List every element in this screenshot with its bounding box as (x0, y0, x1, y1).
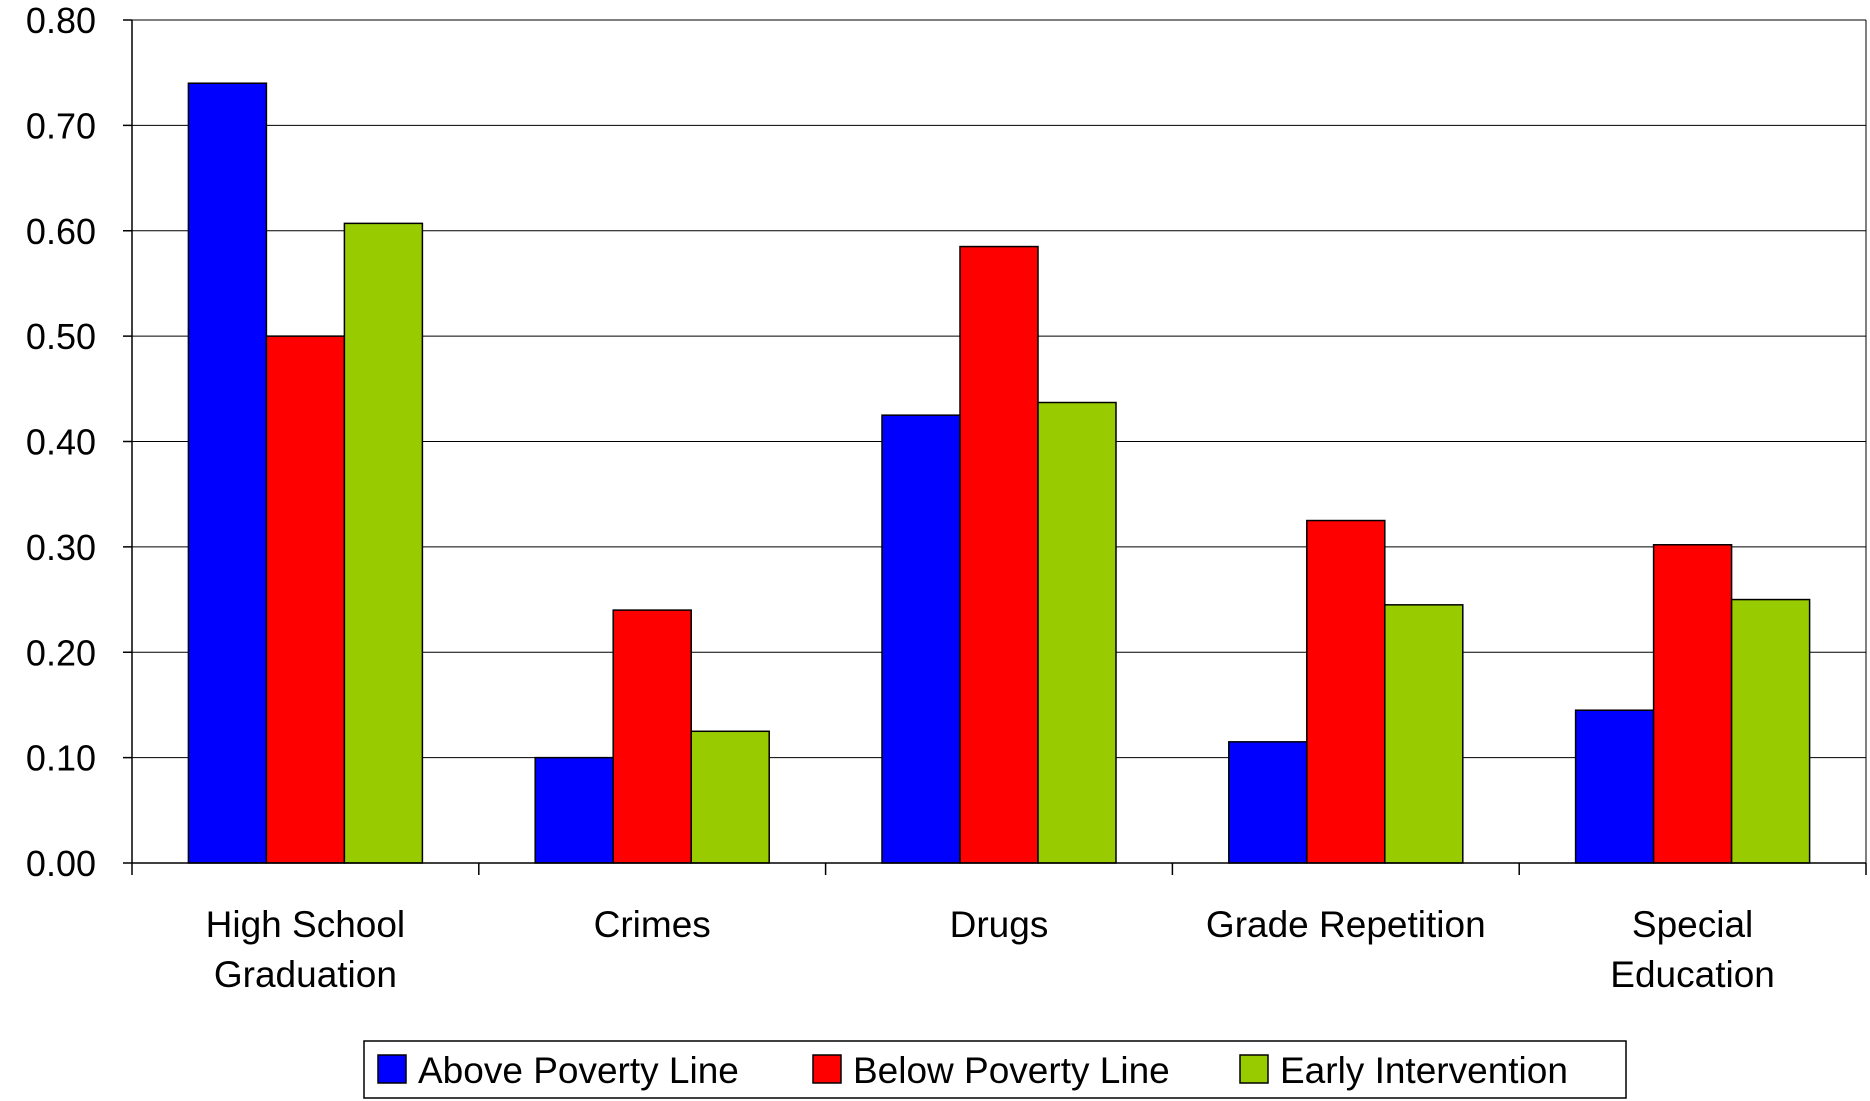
y-tick-label: 0.40 (26, 422, 96, 463)
bar (1228, 741, 1308, 864)
x-tick-label: Special (1632, 904, 1753, 945)
x-tick-label: Crimes (594, 904, 711, 945)
bar (690, 730, 770, 864)
bar (1384, 604, 1464, 864)
y-tick-label: 0.20 (26, 632, 96, 673)
x-tick-label: Drugs (950, 904, 1049, 945)
x-tick-labels: High School Graduation Crimes Drugs Grade Re… (206, 904, 1775, 995)
legend-swatch (1239, 1054, 1269, 1084)
bar (534, 756, 614, 864)
bar (959, 245, 1039, 864)
bars (187, 82, 1811, 864)
axes (123, 19, 1867, 875)
x-tick-label: Grade Repetition (1206, 904, 1486, 945)
bar (1730, 598, 1811, 864)
x-tick-label: Education (1610, 954, 1775, 995)
bar (1652, 544, 1733, 864)
y-tick-label: 0.10 (26, 738, 96, 779)
bar (612, 609, 692, 864)
bar (343, 222, 424, 864)
legend-swatch (812, 1054, 842, 1084)
legend: Above Poverty Line Below Poverty Line Earl… (363, 1040, 1627, 1099)
bar (1306, 519, 1386, 864)
bar (881, 414, 961, 864)
legend-label: Early Intervention (1280, 1050, 1568, 1091)
legend-swatch (377, 1054, 407, 1084)
y-tick-labels: 0.00 0.10 0.20 0.30 0.40 0.50 0.60 0.70 0.80 (26, 0, 96, 884)
x-tick-label: Graduation (214, 954, 397, 995)
legend-label: Below Poverty Line (853, 1050, 1170, 1091)
legend-label: Above Poverty Line (418, 1050, 739, 1091)
bar (187, 82, 268, 864)
bar (265, 335, 346, 864)
legend-box (363, 1040, 1627, 1099)
bar (1037, 401, 1117, 864)
y-tick-label: 0.60 (26, 211, 96, 252)
x-tick-label: High School (206, 904, 406, 945)
y-tick-label: 0.30 (26, 527, 96, 568)
y-tick-label: 0.80 (26, 0, 96, 41)
y-tick-label: 0.70 (26, 105, 96, 146)
y-tick-label: 0.00 (26, 843, 96, 884)
y-tick-label: 0.50 (26, 316, 96, 357)
bar (1574, 709, 1655, 864)
